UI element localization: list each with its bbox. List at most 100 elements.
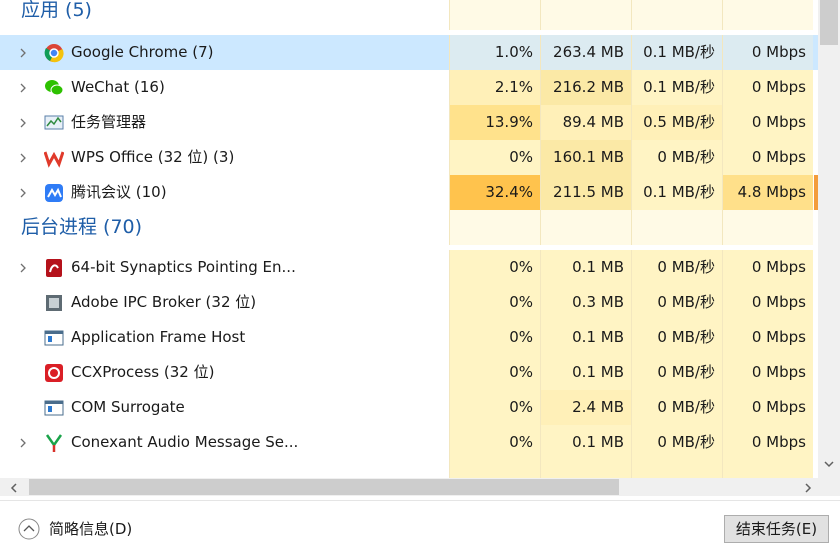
process-name: CCXProcess (32 位) <box>71 363 215 381</box>
metric-cell: 211.5 MB <box>540 175 631 210</box>
process-row[interactable]: COM Surrogate 0% 2.4 MB 0 MB/秒 0 Mbps <box>0 390 818 425</box>
column-fill <box>540 0 631 30</box>
metric-cell: 0 Mbps <box>722 320 813 355</box>
horizontal-scrollbar[interactable] <box>0 478 818 496</box>
process-row[interactable]: Google Chrome (7) 1.0% 263.4 MB 0.1 MB/秒 0 M… <box>0 35 818 70</box>
end-task-button[interactable]: 结束任务(E) <box>724 515 829 543</box>
app-icon <box>45 364 63 382</box>
column-fill <box>540 460 631 478</box>
scroll-left[interactable] <box>10 483 18 493</box>
process-row[interactable]: Application Frame Host 0% 0.1 MB 0 MB/秒 0 Mb… <box>0 320 818 355</box>
metric-cell: 0 Mbps <box>722 425 813 460</box>
app-icon <box>46 259 62 277</box>
group-title: 后台进程 (70) <box>21 216 143 238</box>
metric-cell: 0 MB/秒 <box>631 285 722 320</box>
expand-chevron[interactable] <box>18 82 28 94</box>
scroll-down[interactable] <box>824 460 834 468</box>
metric-cell: 160.1 MB <box>540 140 631 175</box>
scroll-thumb[interactable] <box>820 0 838 45</box>
expand-chevron[interactable] <box>18 437 28 449</box>
collapse-link[interactable]: 简略信息(D) <box>49 520 133 538</box>
metric-cell: 0 MB/秒 <box>631 320 722 355</box>
process-list: 应用 (5) Google Chrome (7) 1.0% 263.4 MB 0.1 M… <box>0 0 818 478</box>
metric-cell: 0.1 MB <box>540 320 631 355</box>
scroll-right[interactable] <box>804 483 812 493</box>
metric-cell: 0.1 MB/秒 <box>631 70 722 105</box>
process-row[interactable]: 任务管理器 13.9% 89.4 MB 0.5 MB/秒 0 Mbps <box>0 105 818 140</box>
process-name: 64-bit Synaptics Pointing En... <box>71 258 296 276</box>
metric-cell: 0% <box>449 390 540 425</box>
process-row[interactable]: WPS Office (32 位) (3) 0% 160.1 MB 0 MB/秒 0 M… <box>0 140 818 175</box>
metric-cell: 0 MB/秒 <box>631 250 722 285</box>
group-title: 应用 (5) <box>21 0 92 21</box>
process-row[interactable]: 64-bit Synaptics Pointing En... 0% 0.1 MB 0… <box>0 250 818 285</box>
metric-cell: 0 MB/秒 <box>631 390 722 425</box>
metric-cell: 0 MB/秒 <box>631 355 722 390</box>
metric-cell: 0.3 MB <box>540 285 631 320</box>
metric-cell: 2.1% <box>449 70 540 105</box>
collapse-icon[interactable] <box>18 518 40 540</box>
process-name: 任务管理器 <box>71 113 147 131</box>
process-row[interactable]: Adobe IPC Broker (32 位) 0% 0.3 MB 0 MB/秒 0 M… <box>0 285 818 320</box>
metric-cell: 0 Mbps <box>722 70 813 105</box>
column-fill <box>722 0 813 30</box>
vertical-scrollbar[interactable] <box>818 0 840 478</box>
metric-cell: 0 Mbps <box>722 390 813 425</box>
column-fill <box>449 0 540 30</box>
metric-cell: 0% <box>449 320 540 355</box>
app-icon <box>44 400 64 416</box>
metric-cell: 0% <box>449 250 540 285</box>
process-row[interactable]: WeChat (16) 2.1% 216.2 MB 0.1 MB/秒 0 Mbps <box>0 70 818 105</box>
group-header-row: 应用 (5) <box>0 0 818 30</box>
app-icon <box>45 434 63 452</box>
metric-cell: 0% <box>449 355 540 390</box>
metric-cell: 0 Mbps <box>722 35 813 70</box>
process-row[interactable]: Conexant Audio Message Se... 0% 0.1 MB 0 MB… <box>0 425 818 460</box>
column-fill <box>631 0 722 30</box>
metric-cell: 0.1 MB <box>540 355 631 390</box>
app-icon <box>45 80 64 96</box>
metric-cell: 263.4 MB <box>540 35 631 70</box>
app-icon <box>44 330 64 346</box>
process-name: Adobe IPC Broker (32 位) <box>71 293 257 311</box>
column-fill <box>722 460 813 478</box>
app-icon <box>44 151 64 168</box>
expand-chevron[interactable] <box>18 117 28 129</box>
app-icon <box>45 184 63 202</box>
scroll-thumb[interactable] <box>29 479 619 495</box>
metric-cell: 2.4 MB <box>540 390 631 425</box>
metric-cell: 0 Mbps <box>722 140 813 175</box>
expand-chevron[interactable] <box>18 47 28 59</box>
metric-cell: 32.4% <box>449 175 540 210</box>
column-fill <box>449 210 540 245</box>
column-fill <box>722 210 813 245</box>
metric-cell: 13.9% <box>449 105 540 140</box>
expand-chevron[interactable] <box>18 187 28 199</box>
process-name: 腾讯会议 (10) <box>71 183 167 201</box>
process-name: Google Chrome (7) <box>71 43 214 61</box>
app-icon <box>46 295 62 311</box>
expand-chevron[interactable] <box>18 262 28 274</box>
metric-cell: 0.1 MB <box>540 425 631 460</box>
metric-cell: 0.1 MB <box>540 250 631 285</box>
metric-cell: 0 MB/秒 <box>631 425 722 460</box>
column-fill <box>631 210 722 245</box>
metric-cell: 0 Mbps <box>722 285 813 320</box>
column-fill <box>449 460 540 478</box>
column-fill <box>540 210 631 245</box>
process-row[interactable]: CCXProcess (32 位) 0% 0.1 MB 0 MB/秒 0 Mbps <box>0 355 818 390</box>
process-row[interactable]: 腾讯会议 (10) 32.4% 211.5 MB 0.1 MB/秒 4.8 Mbps <box>0 175 818 210</box>
process-name: Application Frame Host <box>71 328 246 346</box>
metric-cell: 0 Mbps <box>722 355 813 390</box>
process-name: WPS Office (32 位) (3) <box>71 148 235 166</box>
metric-cell: 0% <box>449 285 540 320</box>
process-row-partial <box>0 460 818 478</box>
expand-chevron[interactable] <box>18 152 28 164</box>
metric-cell: 0.1 MB/秒 <box>631 175 722 210</box>
scroll-corner <box>818 478 840 496</box>
metric-cell: 0 MB/秒 <box>631 140 722 175</box>
metric-cell: 0 Mbps <box>722 105 813 140</box>
process-name: WeChat (16) <box>71 78 165 96</box>
metric-cell: 216.2 MB <box>540 70 631 105</box>
metric-cell: 0% <box>449 425 540 460</box>
